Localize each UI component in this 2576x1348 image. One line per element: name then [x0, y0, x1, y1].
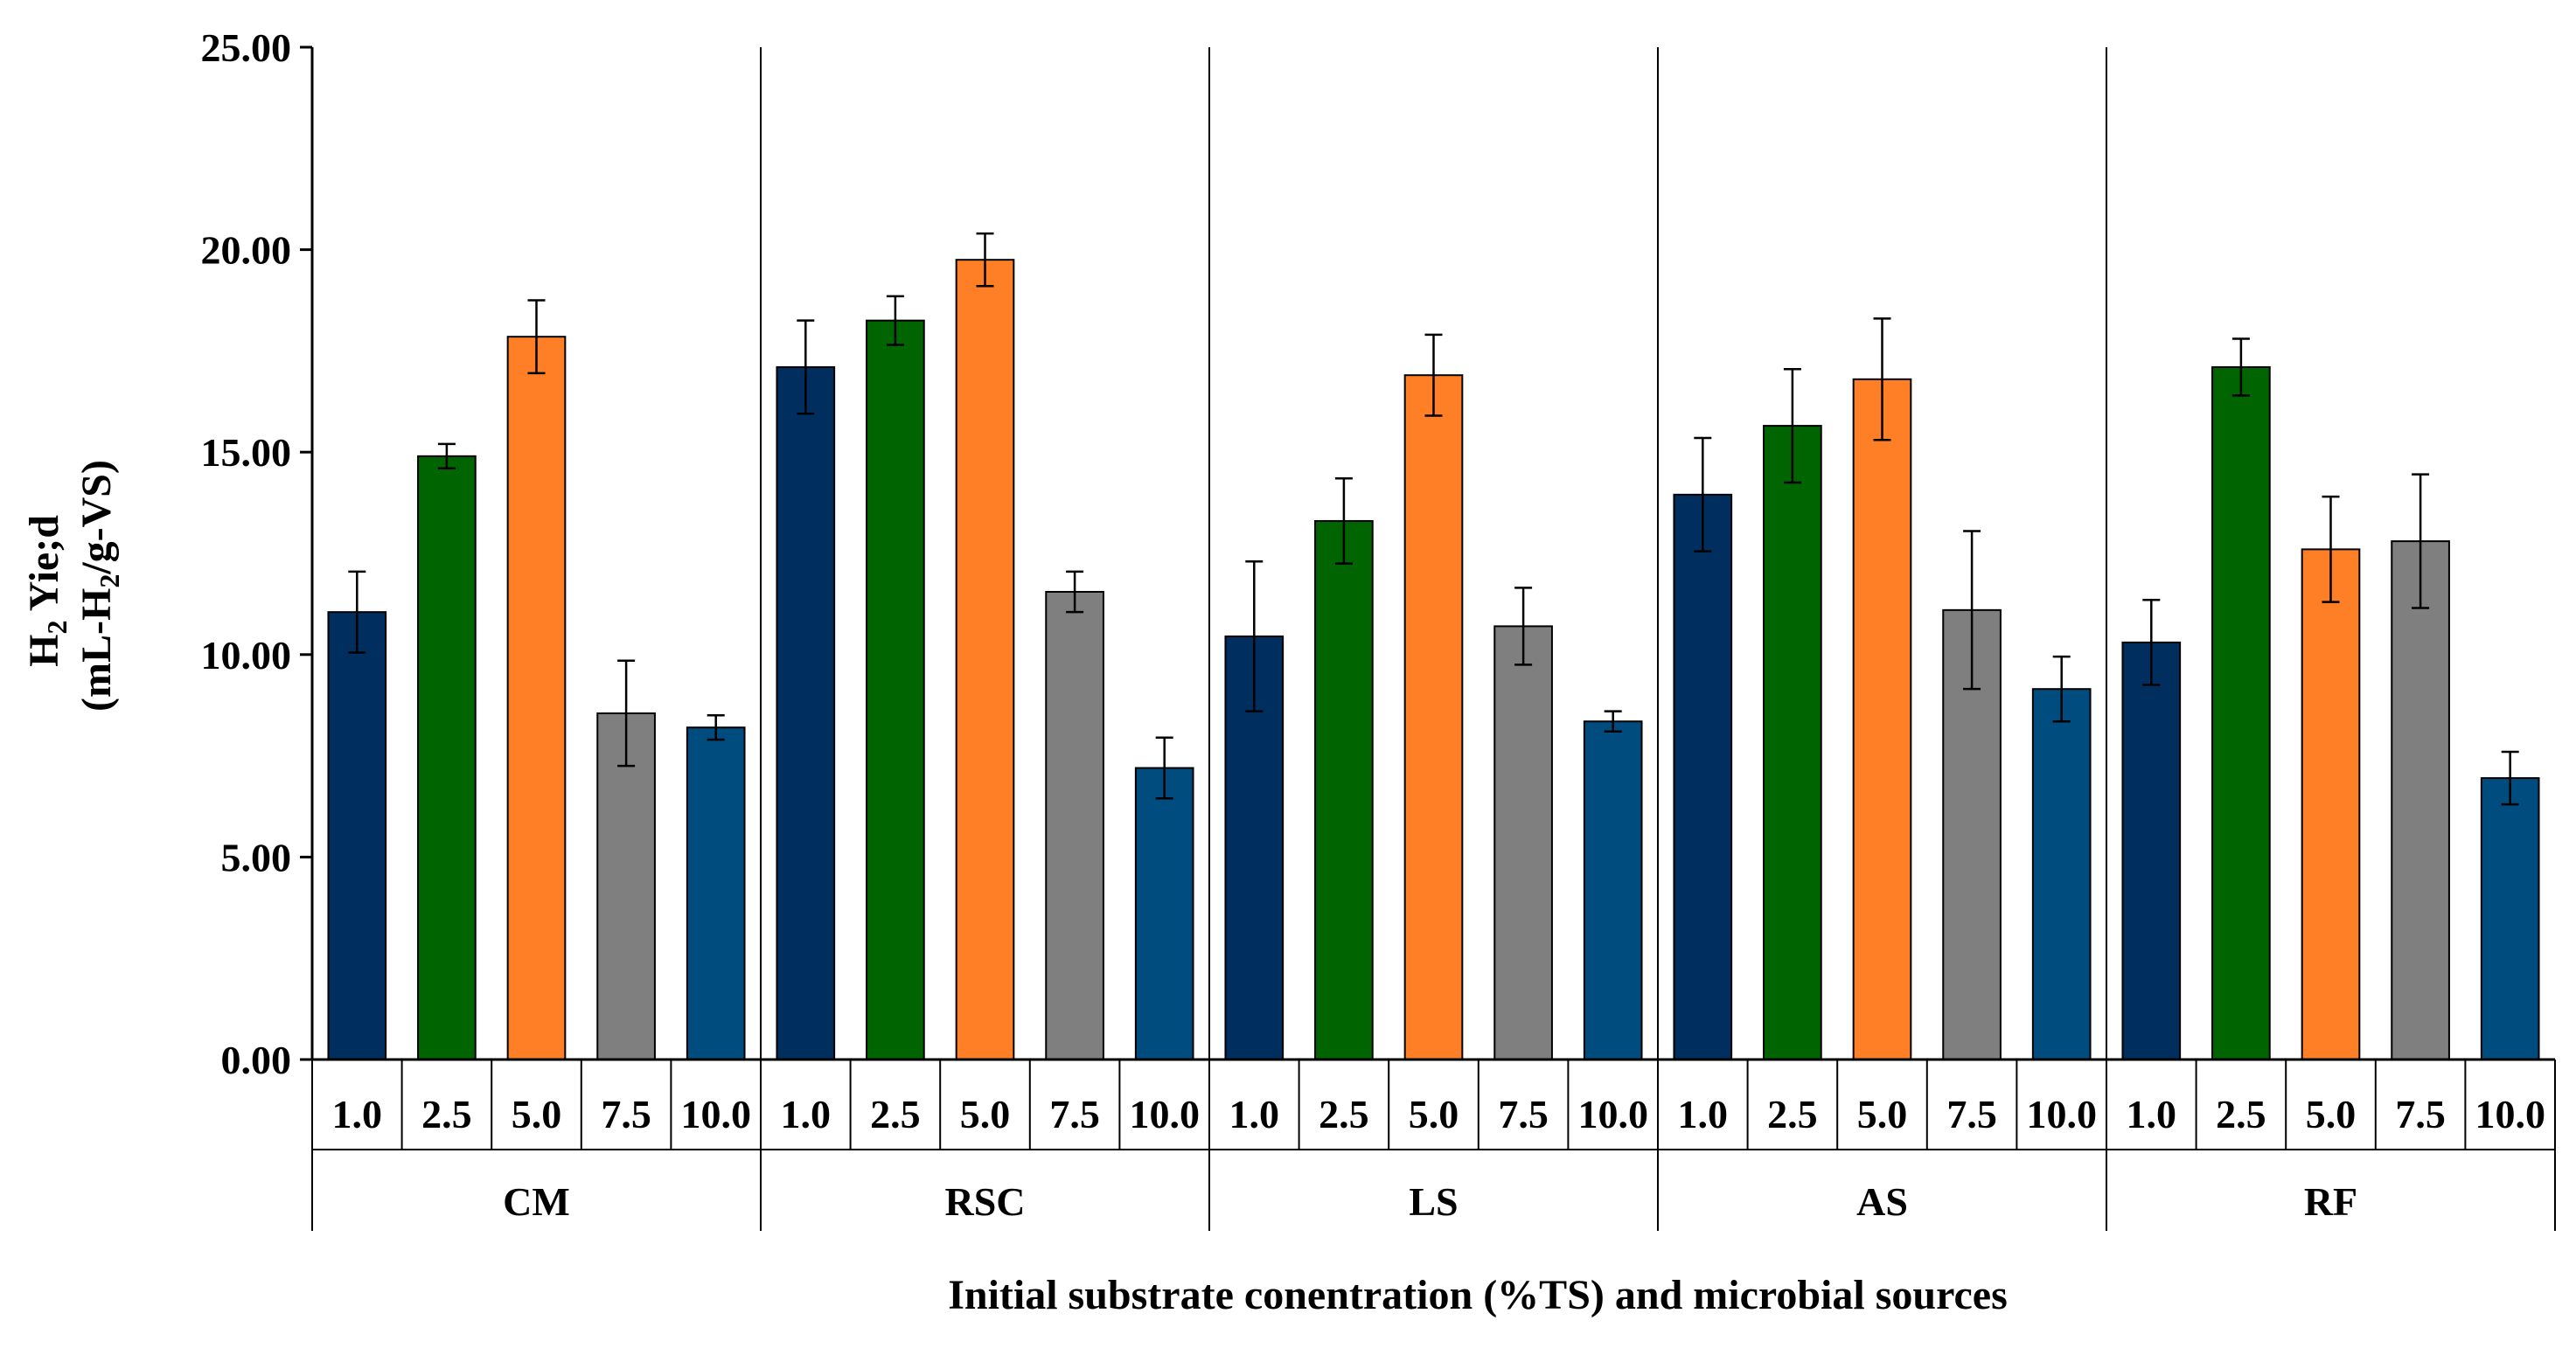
y-tick-label: 25.00	[201, 25, 292, 70]
x-group-label: LS	[1409, 1179, 1458, 1224]
bar-rf-1.0	[2121, 641, 2182, 1060]
bar-ls-7.5	[1493, 625, 1553, 1060]
x-category-label: 1.0	[781, 1092, 832, 1136]
x-category-label: 5.0	[512, 1092, 562, 1136]
bar-cm-2.5	[417, 455, 477, 1060]
x-axis: 1.0 2.5 5.0 7.5 10.0 CM 1.0 2.5 5.0 7.5 10.0 RSC 1.0…	[311, 47, 2556, 1231]
bar-rsc-7.5	[1045, 591, 1104, 1060]
bar-rsc-1.0	[776, 365, 836, 1061]
x-category-label: 7.5	[1049, 1092, 1100, 1136]
bar-as-5.0	[1852, 378, 1912, 1061]
x-category-label: 2.5	[870, 1092, 921, 1136]
bar-rsc-5.0	[955, 259, 1015, 1060]
bar-ls-5.0	[1403, 374, 1464, 1060]
x-category-label: 1.0	[332, 1092, 383, 1136]
x-group-label: CM	[503, 1179, 570, 1224]
y-tick-label: 10.00	[201, 633, 292, 677]
x-group-label: AS	[1856, 1179, 1908, 1224]
y-tick-label: 15.00	[201, 430, 292, 475]
x-category-label: 1.0	[1678, 1092, 1729, 1136]
y-axis: 0.00 5.00 10.00 15.00 20.00 25.00	[201, 25, 314, 1082]
y-tick-label: 20.00	[201, 228, 292, 273]
bar-cm-1.0	[327, 611, 387, 1060]
x-category-label: 10.0	[1129, 1092, 1200, 1136]
bar-as-2.5	[1763, 425, 1822, 1061]
bar-cm-10.0	[686, 726, 746, 1061]
bar-cm-5.0	[506, 336, 567, 1060]
x-category-label: 7.5	[2395, 1092, 2446, 1136]
x-category-label: 2.5	[1319, 1092, 1369, 1136]
x-category-label: 10.0	[680, 1092, 751, 1136]
x-category-label: 5.0	[1409, 1092, 1459, 1136]
bar-rf-5.0	[2301, 548, 2361, 1060]
x-category-label: 2.5	[2216, 1092, 2266, 1136]
y-axis-title: H2 Yie;d (mL-H2/g-VS)	[21, 460, 125, 712]
bar-rsc-10.0	[1134, 767, 1194, 1060]
bar-as-1.0	[1673, 493, 1733, 1060]
bar-ls-2.5	[1314, 519, 1374, 1060]
bar-as-10.0	[2031, 688, 2092, 1060]
x-category-label: 5.0	[960, 1092, 1011, 1136]
x-axis-title: Initial substrate conentration (%TS) and…	[948, 1272, 2008, 1318]
bar-cm-7.5	[596, 712, 656, 1060]
x-category-label: 5.0	[1857, 1092, 1908, 1136]
x-group-label: RF	[2304, 1179, 2357, 1224]
x-category-label: 1.0	[2127, 1092, 2177, 1136]
bar-rf-10.0	[2480, 777, 2540, 1060]
x-category-label: 2.5	[421, 1092, 472, 1136]
x-category-label: 5.0	[2306, 1092, 2357, 1136]
y-axis-title-line1: H2 Yie;d	[21, 515, 73, 667]
x-category-label: 10.0	[2475, 1092, 2545, 1136]
bar-rf-2.5	[2211, 365, 2271, 1061]
x-category-label: 7.5	[601, 1092, 651, 1136]
x-category-label: 2.5	[1767, 1092, 1818, 1136]
bar-ls-10.0	[1583, 720, 1643, 1061]
x-group-label: RSC	[944, 1179, 1025, 1224]
bar-rsc-2.5	[866, 319, 925, 1061]
x-category-label: 10.0	[2026, 1092, 2097, 1136]
x-category-label: 1.0	[1229, 1092, 1280, 1136]
y-tick-label: 0.00	[221, 1038, 292, 1082]
y-tick-label: 5.00	[221, 835, 292, 879]
y-axis-title-line2: (mL-H2/g-VS)	[73, 460, 125, 712]
x-category-label: 7.5	[1946, 1092, 1997, 1136]
x-category-label: 10.0	[1577, 1092, 1648, 1136]
x-category-label: 7.5	[1498, 1092, 1549, 1136]
plot-area	[327, 232, 2540, 1061]
bar-rf-7.5	[2391, 540, 2450, 1060]
